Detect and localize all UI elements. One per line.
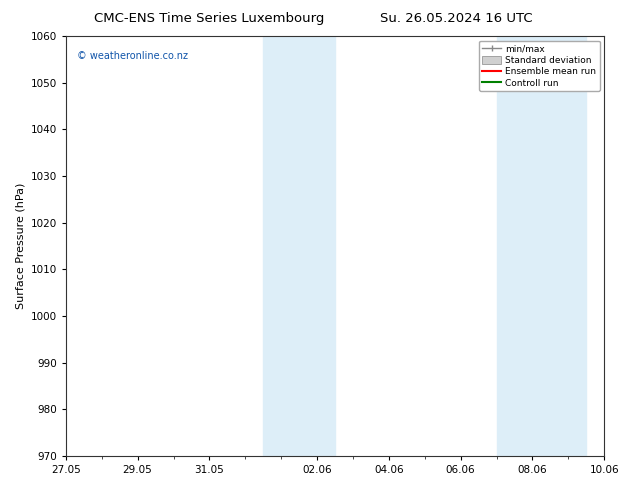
Text: CMC-ENS Time Series Luxembourg: CMC-ENS Time Series Luxembourg xyxy=(94,12,325,25)
Text: © weatheronline.co.nz: © weatheronline.co.nz xyxy=(77,51,188,61)
Bar xyxy=(263,36,335,456)
Legend: min/max, Standard deviation, Ensemble mean run, Controll run: min/max, Standard deviation, Ensemble me… xyxy=(479,41,600,91)
Text: Su. 26.05.2024 16 UTC: Su. 26.05.2024 16 UTC xyxy=(380,12,533,25)
Y-axis label: Surface Pressure (hPa): Surface Pressure (hPa) xyxy=(15,183,25,309)
Bar xyxy=(496,36,586,456)
Title: CMC-ENS Time Series Luxembourg    Su. 26.05.2024 16 UTC: CMC-ENS Time Series Luxembourg Su. 26.05… xyxy=(0,489,1,490)
